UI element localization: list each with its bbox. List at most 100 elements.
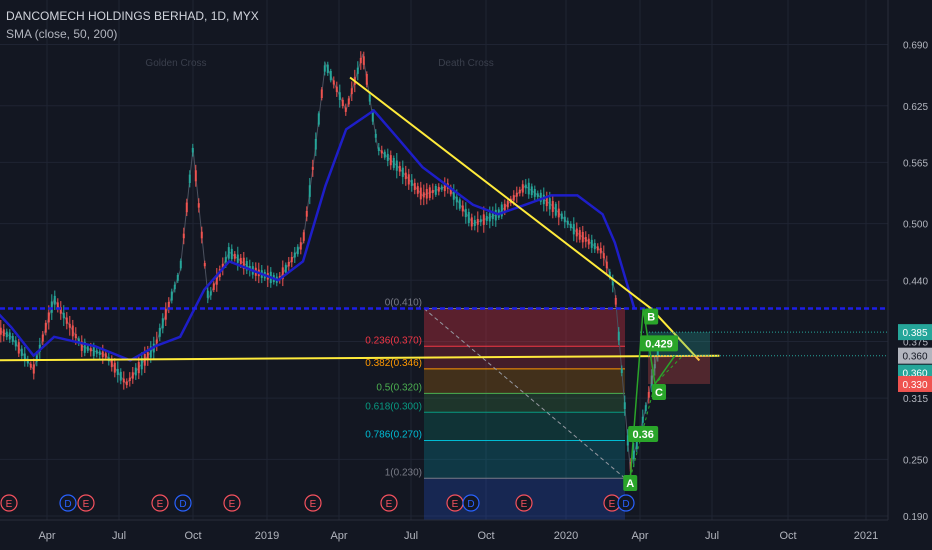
candle-body [359,57,362,64]
wave-label-b: B [647,312,655,324]
candle-body [140,358,143,370]
candle-body [113,362,116,373]
candle-body [452,190,455,200]
candle-body [224,257,227,263]
horizontal-trendline [0,354,720,362]
candle-body [227,247,230,259]
event-marker-label-11: E [609,499,616,510]
fib-zone-4 [424,412,625,441]
candle-body [371,112,374,122]
candle-body [8,332,11,340]
candle-body [194,170,197,182]
candle-body [506,201,509,208]
candle-body [2,329,5,337]
candle-body [602,253,605,259]
x-tick-label-4: Apr [330,530,347,542]
wave-label-b-box [644,308,659,325]
candle-body [536,193,539,197]
candle-body [431,189,434,194]
candle-body [176,274,179,281]
candle-body [197,203,200,208]
candle-body [14,340,17,347]
candle-body [5,331,8,338]
x-tick-label-8: Apr [631,530,648,542]
y-tick-label-1: 0.625 [903,102,928,113]
candle-body [62,312,65,319]
candle-body [485,216,488,221]
event-marker-5 [223,494,241,512]
candle-body [635,437,638,449]
x-tick-label-7: 2020 [554,530,578,542]
candle-body [329,70,332,81]
candle-body [239,257,242,265]
candle-body [623,402,626,410]
price-tag-label-0: 0.385 [902,328,927,339]
candle-body [413,182,416,190]
candle-body [35,355,38,362]
candle-body [656,346,659,358]
event-marker-0 [0,494,18,512]
candle-body [569,223,572,229]
candle-body [344,107,347,112]
candle-body [206,290,209,298]
candle-body [305,210,308,217]
event-marker-label-1: D [64,499,71,510]
event-marker-6 [304,494,322,512]
indicator-label[interactable]: SMA (close, 50, 200) [6,27,118,41]
wave-label-a: A [626,478,634,490]
candle-body [518,189,521,194]
candle-body [95,350,98,354]
candle-body [158,327,161,337]
candle-body [566,220,569,225]
candle-body [110,359,113,368]
candle-body [422,192,425,198]
candle-body [530,186,533,196]
y-tick-label-5: 0.375 [903,338,928,349]
candle-body [395,160,398,171]
candle-body [236,254,239,263]
candle-body [131,372,134,379]
event-marker-label-6: E [310,499,317,510]
candle-body [419,187,422,200]
candle-body [80,341,83,351]
fib-level-label-1: 0.236(0.370) [365,335,422,346]
event-marker-2 [77,494,95,512]
event-marker-label-0: E [6,499,13,510]
candle-body [551,201,554,212]
candle-body [599,247,602,254]
candle-body [347,98,350,105]
candle-body [503,203,506,211]
candle-body [296,246,299,255]
candle-body [20,348,23,356]
x-tick-label-11: 2021 [854,530,878,542]
candle-body [341,99,344,107]
fib-diagonal [423,308,626,479]
event-marker-10 [515,494,533,512]
candle-body [440,186,443,190]
candle-body [473,219,476,227]
candle-body [185,202,188,213]
fib-zone-2 [424,368,625,394]
candle-body [98,351,101,355]
y-tick-label-2: 0.565 [903,158,928,169]
golden-cross-label: Golden Cross [145,58,206,69]
candle-body [86,346,89,351]
candle-body [641,416,644,423]
candle-body [161,318,164,329]
candle-body [593,243,596,250]
candle-body [308,185,311,197]
event-marker-12 [617,494,635,512]
candle-body [467,211,470,223]
y-tick-label-4: 0.440 [903,276,928,287]
sma-line [0,108,636,362]
price-tag-label-2: 0.360 [902,369,927,380]
candle-body [281,267,284,280]
candle-body [149,346,152,358]
candle-body [455,196,458,203]
y-tick-label-0: 0.690 [903,41,928,52]
x-tick-label-0: Apr [38,530,55,542]
y-tick-label-6: 0.315 [903,394,928,405]
event-marker-label-12: D [622,499,629,510]
